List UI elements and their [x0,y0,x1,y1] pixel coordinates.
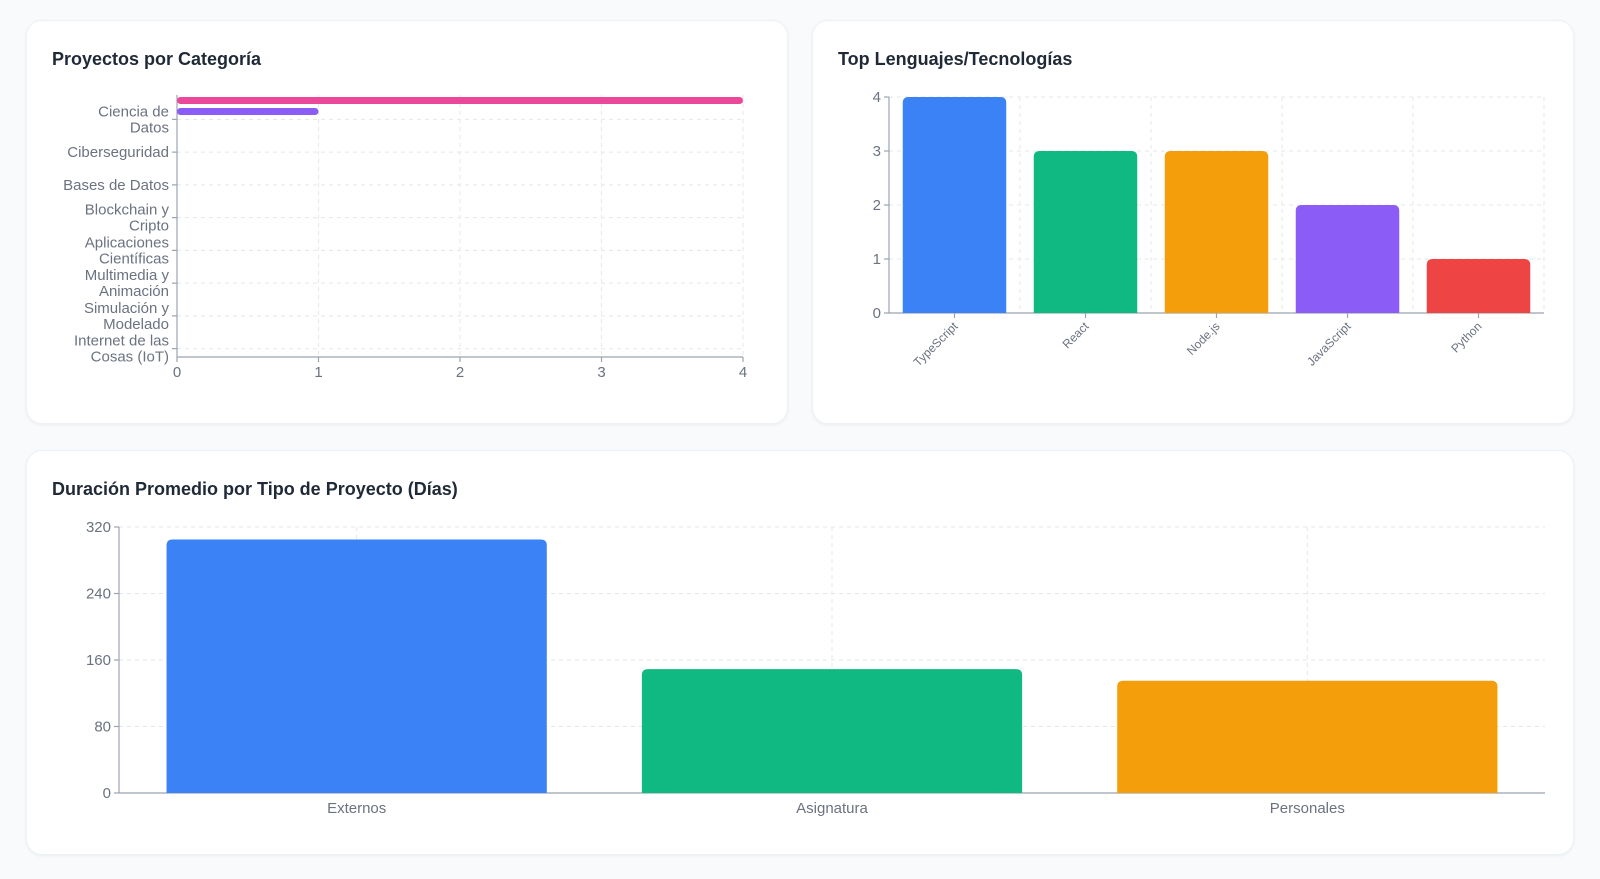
chart-card-duracion: Duración Promedio por Tipo de Proyecto (… [26,450,1574,855]
bar [1033,151,1138,313]
chart-title: Top Lenguajes/Tecnologías [838,49,1073,69]
x-tick-label: React [1060,319,1093,352]
x-tick-label: Personales [1270,800,1345,817]
chart-categoria-svg: 0 1 2 3 4 Ciencia de Datos Ciberseguridad Bases … [63,95,747,381]
x-tick-label: Asignatura [796,800,868,817]
y-tick-label: 160 [86,652,111,669]
bar [166,539,547,793]
chart-tecnologias-svg: 0 1 2 3 4 TypeScript React Node.js JavaScript Pyt… [873,89,1545,369]
y-tick-label: Bases de Datos [63,177,169,194]
y-tick-label: 240 [86,586,111,603]
chart-title: Duración Promedio por Tipo de Proyecto (… [52,479,458,499]
bar [177,108,319,115]
axes [172,95,744,362]
x-tick-label: JavaScript [1304,319,1354,369]
y-tick-label: 320 [86,519,111,536]
chart-card-tecnologias: Top Lenguajes/Tecnologías 0 1 2 3 4 TypeScrip… [812,20,1574,424]
x-tick-label: 3 [597,364,605,381]
bar [641,669,1023,793]
x-tick-label: 0 [173,364,181,381]
bar [1117,680,1498,793]
bar [902,97,1007,313]
chart-card-categoria: Proyectos por Categoría 0 1 2 3 4 Ciencia de D… [26,20,788,424]
x-tick-label: Python [1448,319,1484,355]
y-tick-label: 0 [873,305,881,322]
bar [1426,259,1531,313]
y-tick-label: Ciencia de Datos [98,103,169,136]
x-tick-label: Externos [327,800,386,817]
x-tick-label: 1 [314,364,322,381]
x-tick-label: 2 [456,364,464,381]
x-tick-label: TypeScript [911,319,961,369]
y-tick-label: Multimedia y Animación [85,267,170,300]
bar [177,97,743,104]
chart-title: Proyectos por Categoría [52,49,262,69]
grid [177,95,744,357]
x-tick-label: 4 [739,364,747,381]
y-tick-label: 80 [94,719,111,736]
y-tick-label: 3 [873,143,881,160]
y-tick-label: Ciberseguridad [67,144,169,161]
y-tick-label: Simulación y Modelado [84,300,170,333]
chart-duracion-svg: 0 80 160 240 320 Externos Asignatura Personales [86,519,1545,817]
y-tick-label: 0 [103,785,111,802]
bar [1295,205,1400,313]
y-tick-label: 4 [873,89,881,106]
y-tick-label: Blockchain y Cripto [85,202,170,235]
x-tick-label: Node.js [1184,319,1223,358]
y-tick-label: Aplicaciones Científicas [85,234,169,267]
y-tick-label: 2 [873,197,881,214]
bar [1164,151,1269,313]
y-tick-label: Internet de las Cosas (IoT) [74,333,169,366]
y-tick-label: 1 [873,251,881,268]
